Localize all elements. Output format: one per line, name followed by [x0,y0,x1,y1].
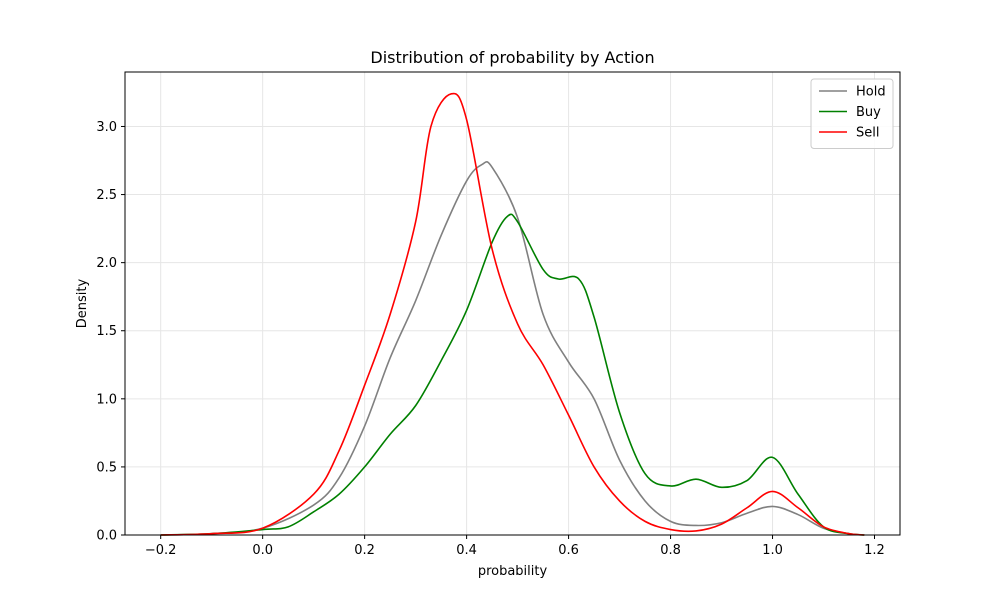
series-line-buy [160,213,865,536]
series-layer [160,92,865,536]
legend-label-buy: Buy [856,105,881,120]
x-tick-label: 0.6 [558,543,579,558]
y-tick-label: 2.5 [96,188,117,203]
legend-label-sell: Sell [856,126,879,141]
y-tick-label: 1.0 [96,392,117,407]
legend-box [810,78,894,149]
series-line-hold [160,161,865,536]
series-line-sell [160,92,865,536]
plot-frame [124,71,901,536]
legend-label-hold: Hold [856,85,886,100]
x-axis-title: probability [478,564,548,579]
x-tick-label: 1.2 [864,543,885,558]
grid [125,72,900,536]
x-tick-label: 0.2 [354,543,375,558]
x-tick-label: 1.0 [762,543,783,558]
y-tick-label: 0.5 [96,460,117,475]
x-tick-label: 0.8 [660,543,681,558]
x-tick-label: −0.2 [145,543,177,558]
legend: Hold Buy Sell [810,78,894,149]
y-tick-label: 1.5 [96,324,117,339]
y-tick-label: 2.0 [96,256,117,271]
y-tick-label: 0.0 [96,529,117,544]
y-tick-label: 3.0 [96,120,117,135]
x-tick-label: 0.4 [456,543,477,558]
y-axis-title: Density [75,278,90,328]
ticks: −0.2 0.0 0.2 0.4 0.6 0.8 1.0 1.2 0.0 0.5 1.0 1.5 2.0… [96,120,885,558]
chart-title: Distribution of probability by Action [370,48,654,67]
x-tick-label: 0.0 [252,543,273,558]
